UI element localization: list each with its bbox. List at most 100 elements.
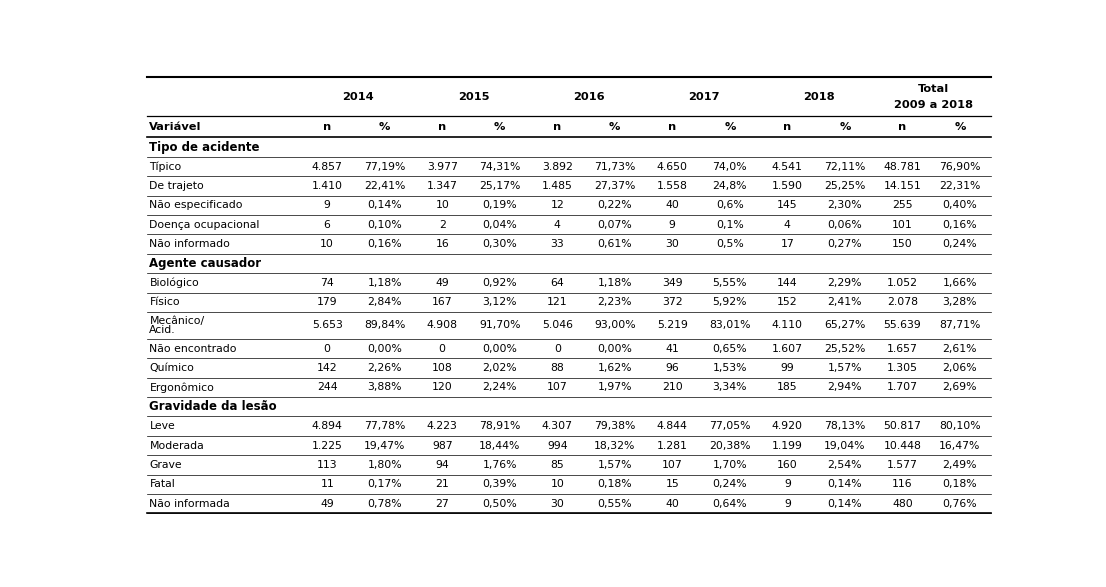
- Text: Total: Total: [918, 84, 949, 94]
- Text: Não encontrado: Não encontrado: [149, 343, 237, 353]
- Text: 179: 179: [317, 298, 337, 308]
- Text: 107: 107: [546, 382, 567, 392]
- Text: 2,69%: 2,69%: [942, 382, 978, 392]
- Text: Não informado: Não informado: [149, 239, 230, 249]
- Text: %: %: [494, 122, 505, 131]
- Text: 0,50%: 0,50%: [482, 499, 518, 509]
- Text: 1,66%: 1,66%: [942, 278, 978, 288]
- Text: 3,88%: 3,88%: [367, 382, 401, 392]
- Text: 79,38%: 79,38%: [594, 421, 636, 431]
- Text: 74,31%: 74,31%: [479, 161, 521, 171]
- Text: 2,94%: 2,94%: [827, 382, 862, 392]
- Text: 3.977: 3.977: [427, 161, 458, 171]
- Text: 3.892: 3.892: [542, 161, 573, 171]
- Text: 1.410: 1.410: [312, 181, 343, 191]
- Text: 1.577: 1.577: [887, 460, 918, 470]
- Text: n: n: [668, 122, 677, 131]
- Text: 87,71%: 87,71%: [939, 321, 981, 330]
- Text: 77,78%: 77,78%: [364, 421, 406, 431]
- Text: Tipo de acidente: Tipo de acidente: [149, 141, 260, 154]
- Text: 2,29%: 2,29%: [827, 278, 862, 288]
- Text: 10: 10: [436, 200, 449, 210]
- Text: 94: 94: [436, 460, 449, 470]
- Text: 25,25%: 25,25%: [824, 181, 866, 191]
- Text: 1,57%: 1,57%: [597, 460, 632, 470]
- Text: 83,01%: 83,01%: [709, 321, 751, 330]
- Text: Mecânico/: Mecânico/: [149, 316, 205, 326]
- Text: 2018: 2018: [803, 92, 834, 102]
- Text: 99: 99: [781, 363, 794, 373]
- Text: 65,27%: 65,27%: [824, 321, 866, 330]
- Text: 0,16%: 0,16%: [942, 220, 978, 230]
- Text: 4: 4: [554, 220, 561, 230]
- Text: 142: 142: [317, 363, 337, 373]
- Text: 113: 113: [317, 460, 337, 470]
- Text: 0: 0: [324, 343, 331, 353]
- Text: 33: 33: [551, 239, 564, 249]
- Text: 10: 10: [551, 480, 564, 490]
- Text: 0,22%: 0,22%: [597, 200, 633, 210]
- Text: 0,19%: 0,19%: [482, 200, 518, 210]
- Text: 0,6%: 0,6%: [716, 200, 743, 210]
- Text: 74,0%: 74,0%: [712, 161, 748, 171]
- Text: 5.653: 5.653: [312, 321, 343, 330]
- Text: 2,54%: 2,54%: [827, 460, 862, 470]
- Text: 2,49%: 2,49%: [942, 460, 978, 470]
- Text: 6: 6: [324, 220, 331, 230]
- Text: 0: 0: [439, 343, 446, 353]
- Text: 14.151: 14.151: [884, 181, 921, 191]
- Text: 1,70%: 1,70%: [712, 460, 748, 470]
- Text: 2.078: 2.078: [887, 298, 918, 308]
- Text: 480: 480: [893, 499, 912, 509]
- Text: 40: 40: [666, 499, 679, 509]
- Text: 0,30%: 0,30%: [482, 239, 518, 249]
- Text: 0,65%: 0,65%: [712, 343, 748, 353]
- Text: 5.046: 5.046: [542, 321, 573, 330]
- Text: 21: 21: [436, 480, 449, 490]
- Text: 48.781: 48.781: [884, 161, 921, 171]
- Text: 89,84%: 89,84%: [364, 321, 406, 330]
- Text: Ergonômico: Ergonômico: [149, 382, 215, 393]
- Text: 11: 11: [321, 480, 334, 490]
- Text: 4.307: 4.307: [542, 421, 573, 431]
- Text: 0,04%: 0,04%: [482, 220, 518, 230]
- Text: 0,55%: 0,55%: [597, 499, 633, 509]
- Text: 85: 85: [551, 460, 564, 470]
- Text: 987: 987: [432, 440, 452, 450]
- Text: 4.844: 4.844: [657, 421, 688, 431]
- Text: 116: 116: [893, 480, 912, 490]
- Text: 1,62%: 1,62%: [597, 363, 632, 373]
- Text: 78,13%: 78,13%: [824, 421, 866, 431]
- Text: 3,28%: 3,28%: [942, 298, 978, 308]
- Text: Físico: Físico: [149, 298, 180, 308]
- Text: 4.857: 4.857: [312, 161, 343, 171]
- Text: 93,00%: 93,00%: [594, 321, 636, 330]
- Text: 0,78%: 0,78%: [367, 499, 401, 509]
- Text: 3,12%: 3,12%: [482, 298, 517, 308]
- Text: 77,19%: 77,19%: [364, 161, 406, 171]
- Text: 4: 4: [784, 220, 791, 230]
- Text: 2,84%: 2,84%: [367, 298, 401, 308]
- Text: 2,02%: 2,02%: [482, 363, 518, 373]
- Text: %: %: [609, 122, 620, 131]
- Text: 15: 15: [666, 480, 679, 490]
- Text: 0,14%: 0,14%: [367, 200, 401, 210]
- Text: 1.558: 1.558: [657, 181, 688, 191]
- Text: 27,37%: 27,37%: [594, 181, 636, 191]
- Text: 27: 27: [436, 499, 449, 509]
- Text: 2014: 2014: [343, 92, 374, 102]
- Text: 24,8%: 24,8%: [712, 181, 747, 191]
- Text: 74: 74: [321, 278, 334, 288]
- Text: n: n: [898, 122, 907, 131]
- Text: 3,34%: 3,34%: [712, 382, 747, 392]
- Text: 19,04%: 19,04%: [824, 440, 866, 450]
- Text: 9: 9: [324, 200, 331, 210]
- Text: 71,73%: 71,73%: [594, 161, 636, 171]
- Text: 64: 64: [551, 278, 564, 288]
- Text: 372: 372: [662, 298, 682, 308]
- Text: 25,17%: 25,17%: [479, 181, 521, 191]
- Text: 2,23%: 2,23%: [597, 298, 632, 308]
- Text: 12: 12: [551, 200, 564, 210]
- Text: 150: 150: [893, 239, 912, 249]
- Text: 22,41%: 22,41%: [364, 181, 406, 191]
